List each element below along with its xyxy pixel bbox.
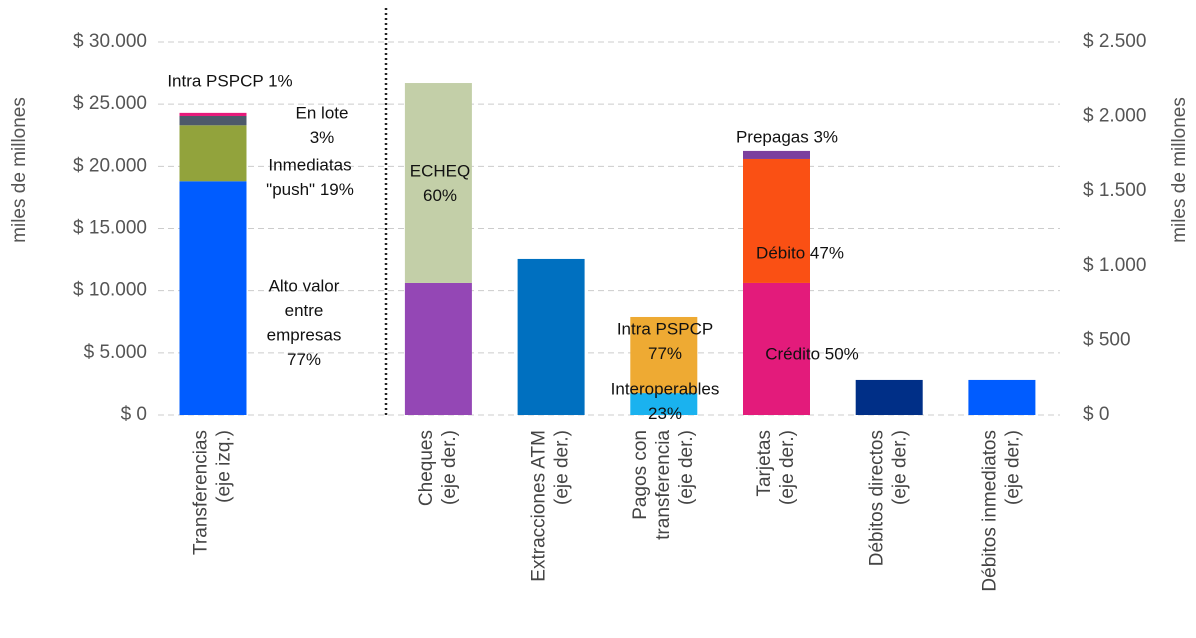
- x-tick-label: Débitos directos: [867, 430, 888, 566]
- y-tick-label: $ 30.000: [73, 31, 147, 52]
- annotation: 3%: [310, 128, 335, 147]
- x-tick-label: Cheques: [416, 430, 437, 506]
- x-tick-label: (eje der.): [439, 430, 460, 505]
- y-tick-label: $ 25.000: [73, 93, 147, 114]
- x-tick-label: Pagos con: [630, 430, 651, 520]
- bar-segment: [855, 379, 923, 415]
- y-tick-label: $ 20.000: [73, 155, 147, 176]
- y-tick-label: $ 5.000: [84, 342, 147, 363]
- x-tick-label: transferencia: [653, 430, 674, 540]
- x-tick-label: (eje izq.): [214, 430, 235, 503]
- x-tick-label: Transferencias: [191, 430, 212, 555]
- bar-segment: [404, 282, 472, 415]
- bar-segment: [179, 181, 247, 415]
- bar-segment: [630, 316, 698, 394]
- bar-segment: [743, 158, 810, 283]
- annotation: 77%: [287, 350, 321, 369]
- y2-tick-label: $ 1.500: [1083, 180, 1146, 201]
- x-tick-label: Extracciones ATM: [529, 430, 550, 582]
- y-tick-label: $ 0: [121, 404, 147, 425]
- annotation: Prepagas 3%: [736, 127, 838, 146]
- y2-tick-label: $ 500: [1083, 329, 1131, 350]
- bar-segment: [404, 83, 472, 283]
- y2-tick-label: $ 0: [1083, 404, 1109, 425]
- y2-tick-label: $ 2.500: [1083, 31, 1146, 52]
- annotation: ECHEQ: [410, 161, 470, 180]
- bar-segment: [517, 258, 585, 415]
- bar-segment: [630, 393, 698, 415]
- bar-segment: [179, 112, 247, 116]
- x-tick-label: (eje der.): [890, 430, 911, 505]
- annotation: Inmediatas: [268, 155, 351, 174]
- annotation: 23%: [648, 404, 682, 423]
- y-tick-label: $ 15.000: [73, 218, 147, 239]
- x-tick-label: Débitos inmediatos: [979, 430, 1000, 592]
- y-tick-label: $ 10.000: [73, 280, 147, 301]
- x-tick-label: Tarjetas: [754, 430, 775, 497]
- bar-segment: [179, 115, 247, 126]
- y2-axis-title: miles de millones: [1169, 97, 1190, 243]
- annotation: Crédito 50%: [765, 344, 859, 363]
- y2-tick-label: $ 2.000: [1083, 106, 1146, 127]
- y-axis-title: miles de millones: [9, 97, 30, 243]
- annotation: 60%: [423, 186, 457, 205]
- annotation: En lote: [296, 103, 349, 122]
- bar-segment: [179, 125, 247, 182]
- bar-segment: [743, 150, 810, 159]
- x-tick-label: (eje der.): [777, 430, 798, 505]
- annotation: empresas: [267, 325, 342, 344]
- annotation: Débito 47%: [756, 243, 844, 262]
- bar-segment: [968, 379, 1036, 415]
- annotation: Intra PSPCP: [617, 319, 713, 338]
- annotation: Interoperables: [611, 379, 720, 398]
- x-tick-label: (eje der.): [1002, 430, 1023, 505]
- annotation: 77%: [648, 344, 682, 363]
- annotation: entre: [285, 301, 324, 320]
- annotation: "push" 19%: [266, 180, 354, 199]
- bar-segment: [743, 282, 810, 415]
- annotation: Intra PSPCP 1%: [167, 71, 292, 90]
- x-tick-label: (eje der.): [676, 430, 697, 505]
- x-tick-label: (eje der.): [552, 430, 573, 505]
- annotation: Alto valor: [269, 276, 340, 295]
- y2-tick-label: $ 1.000: [1083, 255, 1146, 276]
